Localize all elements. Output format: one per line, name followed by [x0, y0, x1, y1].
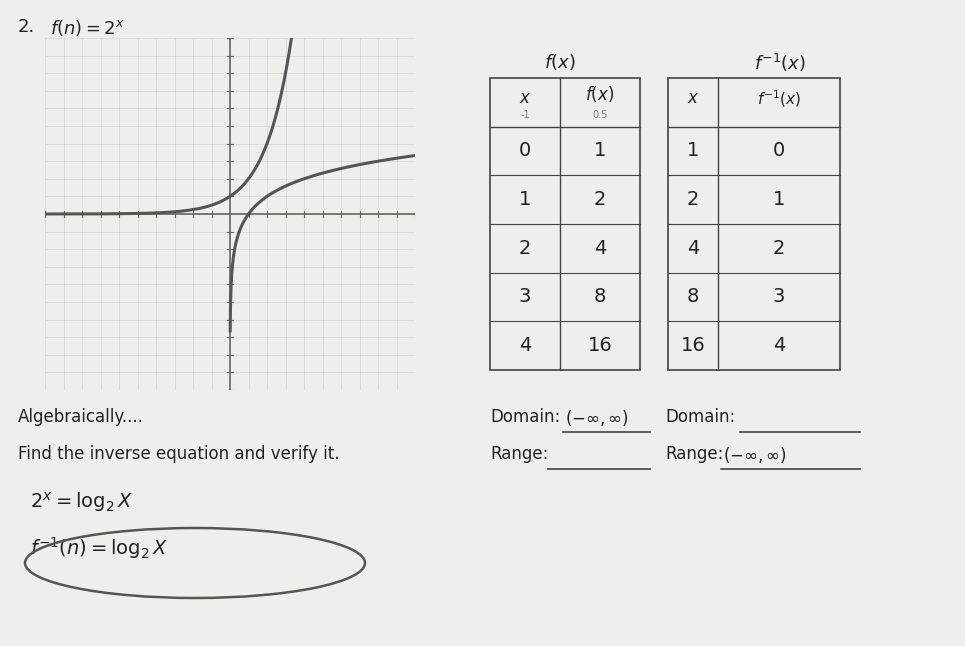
Text: 8: 8 [687, 287, 700, 306]
Text: $x$: $x$ [519, 89, 531, 107]
Text: $f^{-1}(x)$: $f^{-1}(x)$ [757, 88, 801, 109]
Text: $2^x = \log_2 X$: $2^x = \log_2 X$ [30, 490, 133, 514]
Text: Algebraically....: Algebraically.... [18, 408, 144, 426]
Text: Find the inverse equation and verify it.: Find the inverse equation and verify it. [18, 445, 340, 463]
Text: 1: 1 [773, 190, 786, 209]
Bar [668, 78, 840, 370]
Text: 1: 1 [519, 190, 531, 209]
Text: Domain:: Domain: [490, 408, 561, 426]
Text: 2: 2 [593, 190, 606, 209]
Text: $f(x)$: $f(x)$ [586, 85, 615, 105]
Text: 4: 4 [773, 336, 786, 355]
Text: 4: 4 [519, 336, 531, 355]
Text: 16: 16 [680, 336, 705, 355]
Text: 4: 4 [687, 239, 700, 258]
Text: 16: 16 [588, 336, 613, 355]
Text: $f^{-1}(n) = \log_2 X$: $f^{-1}(n) = \log_2 X$ [30, 535, 169, 561]
Text: 2: 2 [773, 239, 786, 258]
Text: 8: 8 [593, 287, 606, 306]
Text: $f(x)$: $f(x)$ [544, 52, 576, 72]
Text: 0: 0 [773, 141, 786, 160]
Text: 3: 3 [773, 287, 786, 306]
Text: 2.: 2. [18, 18, 36, 36]
Bar [490, 78, 640, 370]
Text: 0: 0 [519, 141, 531, 160]
Text: 4: 4 [593, 239, 606, 258]
Text: Range:: Range: [665, 445, 724, 463]
Text: 2: 2 [687, 190, 700, 209]
Text: 2: 2 [519, 239, 531, 258]
Text: 0.5: 0.5 [593, 110, 608, 120]
Text: 1: 1 [593, 141, 606, 160]
Text: 1: 1 [687, 141, 700, 160]
Text: Range:: Range: [490, 445, 548, 463]
Text: $f^{-1}(x)$: $f^{-1}(x)$ [754, 52, 806, 74]
Text: $(-\infty,\infty)$: $(-\infty,\infty)$ [565, 408, 629, 428]
Text: 3: 3 [519, 287, 531, 306]
Text: $(-\infty,\infty)$: $(-\infty,\infty)$ [723, 445, 786, 465]
Text: $f(n) = 2^x$: $f(n) = 2^x$ [50, 18, 125, 38]
Text: $x$: $x$ [687, 89, 700, 107]
Text: -1: -1 [520, 110, 530, 120]
Text: Domain:: Domain: [665, 408, 735, 426]
